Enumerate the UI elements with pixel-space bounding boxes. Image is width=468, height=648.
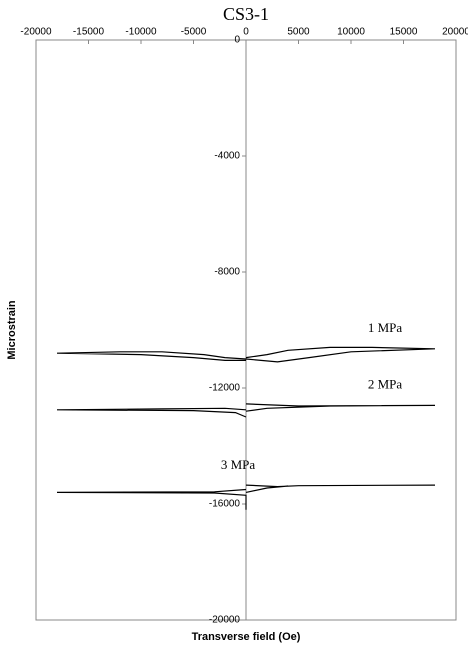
series-label: 1 MPa: [368, 320, 403, 335]
x-tick-label: -10000: [125, 27, 157, 38]
y-tick-label: -8000: [214, 267, 240, 278]
x-tick-label: -20000: [20, 27, 52, 38]
series-label: 3 MPa: [221, 457, 256, 472]
x-tick-label: -5000: [181, 27, 207, 38]
x-tick-label: 10000: [337, 27, 365, 38]
x-tick-label: 20000: [442, 27, 468, 38]
y-tick-label: 0: [234, 35, 240, 46]
data-line: [56, 346, 436, 363]
data-line: [56, 484, 436, 510]
y-axis-label: Microstrain: [6, 300, 18, 360]
x-tick-label: 0: [243, 27, 249, 38]
series-label: 2 MPa: [368, 376, 403, 391]
x-tick-label: -15000: [73, 27, 105, 38]
y-tick-label: -16000: [209, 499, 241, 510]
y-tick-label: -12000: [209, 383, 241, 394]
x-tick-label: 15000: [390, 27, 418, 38]
y-tick-label: -20000: [209, 615, 241, 626]
x-axis-label: Transverse field (Oe): [192, 631, 301, 643]
x-tick-label: 5000: [287, 27, 310, 38]
y-tick-label: -4000: [214, 151, 240, 162]
chart-title: CS3-1: [223, 4, 269, 24]
data-line: [56, 403, 436, 418]
